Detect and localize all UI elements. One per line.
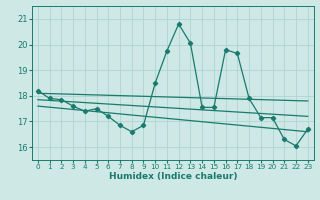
X-axis label: Humidex (Indice chaleur): Humidex (Indice chaleur) (108, 172, 237, 181)
